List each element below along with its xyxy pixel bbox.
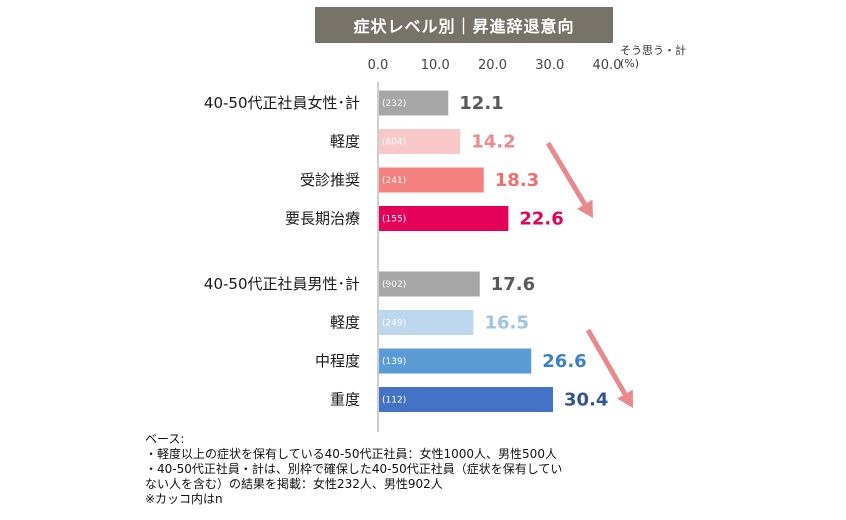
bar-n-label: (249)	[382, 319, 406, 329]
bar-n-label: (902)	[382, 280, 406, 290]
trend-arrow-head	[617, 389, 633, 408]
x-tick-label: 0.0	[368, 58, 389, 73]
unit-label: そう思う・計(%)	[620, 44, 686, 70]
bar	[379, 387, 554, 412]
note-line: ・40-50代正社員・計は、別枠で確保した40-50代正社員（症状を保有してい	[145, 462, 563, 476]
bar-n-label: (604)	[382, 138, 406, 148]
bar-value-label: 30.4	[564, 390, 608, 411]
category-label: 40-50代正社員男性･計	[204, 275, 360, 293]
bar	[379, 348, 532, 374]
category-label: 軽度	[330, 314, 360, 332]
x-tick-label: 10.0	[421, 58, 450, 73]
bar-n-label: (155)	[382, 215, 406, 225]
category-label: 軽度	[330, 133, 360, 151]
bar-n-label: (241)	[382, 176, 406, 186]
category-label: 40-50代正社員女性･計	[204, 94, 360, 112]
bar-value-label: 17.6	[491, 274, 535, 295]
x-tick-label: 20.0	[478, 58, 507, 73]
bar	[379, 206, 509, 231]
category-label: 中程度	[315, 352, 360, 370]
bar-value-label: 16.5	[484, 313, 528, 334]
category-label: 受診推奨	[300, 171, 360, 189]
trend-arrow-shaft	[545, 141, 587, 206]
base-notes: ベース: ・軽度以上の症状を保有している40-50代正社員：女性1000人、男性…	[145, 432, 562, 507]
bar	[379, 310, 474, 335]
bar-value-label: 14.2	[471, 132, 515, 153]
bar	[379, 90, 449, 116]
category-label: 重度	[330, 391, 360, 409]
bar-value-label: 26.6	[542, 351, 586, 372]
x-tick-label: 30.0	[535, 58, 564, 73]
category-label: 要長期治療	[285, 210, 360, 228]
x-tick-label: 40.0	[593, 58, 622, 73]
bar-n-label: (139)	[382, 357, 406, 367]
note-line: ベース:	[145, 432, 185, 446]
bar-n-label: (112)	[382, 396, 406, 406]
bar-value-label: 12.1	[459, 93, 503, 114]
bar-value-label: 18.3	[495, 170, 539, 191]
trend-arrow-head	[577, 199, 593, 218]
trend-arrow-shaft	[585, 328, 628, 396]
bar	[379, 271, 480, 297]
note-line: ※カッコ内はn	[145, 492, 223, 506]
note-line: ない人を含む）の結果を掲載：女性232人、男性902人	[145, 477, 443, 491]
bar	[379, 129, 461, 154]
bar	[379, 167, 484, 193]
bar-n-label: (232)	[382, 99, 406, 109]
bar-value-label: 22.6	[519, 209, 563, 230]
note-line: ・軽度以上の症状を保有している40-50代正社員：女性1000人、男性500人	[145, 447, 557, 461]
chart-title: 症状レベル別｜昇進辞退意向	[315, 7, 613, 43]
